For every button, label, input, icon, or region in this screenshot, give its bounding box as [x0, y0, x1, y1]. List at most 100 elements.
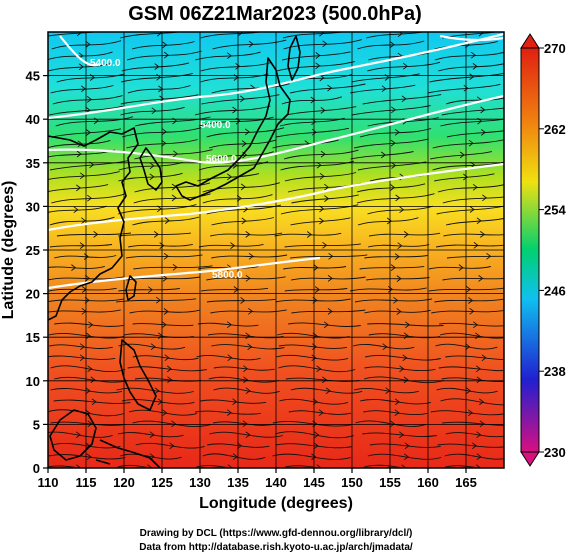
colorbar-tick-label: 238: [544, 364, 566, 379]
streamline-arrow: [403, 231, 409, 238]
streamline: [201, 287, 269, 292]
colorbar-ticks: 270 262 254 246 238 230: [539, 41, 566, 460]
streamline: [445, 355, 504, 360]
y-tick-label: 25: [26, 243, 40, 258]
streamline-arrow: [472, 183, 478, 191]
streamline-arrow: [243, 365, 249, 373]
streamline-arrow: [169, 442, 175, 450]
streamline: [53, 399, 131, 404]
streamline: [48, 431, 113, 438]
streamline: [352, 105, 431, 116]
credit-line-2: Data from http://database.rish.kyoto-u.a…: [139, 542, 413, 553]
streamline: [195, 410, 261, 415]
streamline: [213, 387, 280, 394]
streamline-arrow: [325, 387, 331, 395]
streamline: [429, 72, 504, 83]
streamline-arrow: [159, 95, 165, 103]
streamline: [290, 254, 368, 259]
streamline: [274, 232, 342, 237]
streamline: [445, 432, 504, 438]
streamline-arrow: [468, 139, 474, 147]
streamline: [368, 52, 430, 61]
credit-line-1: Drawing by DCL (https://www.gfd-dennou.o…: [140, 528, 413, 539]
streamline-arrow: [463, 173, 469, 181]
streamline: [446, 130, 504, 138]
streamline-arrow: [466, 285, 472, 293]
streamline-arrow: [479, 420, 485, 428]
x-tick-label: 140: [265, 475, 287, 490]
streamline-arrow: [147, 286, 153, 294]
streamline: [436, 387, 498, 394]
streamline-arrow: [389, 41, 395, 48]
x-tick-label: 155: [379, 475, 401, 490]
streamline: [351, 73, 420, 83]
streamline-arrow: [475, 365, 481, 373]
streamline: [290, 83, 366, 94]
streamline-arrow: [149, 173, 155, 181]
streamline: [350, 84, 416, 94]
streamline-arrow: [322, 241, 328, 249]
streamline-arrow: [327, 275, 333, 282]
streamline-arrow: [323, 321, 329, 329]
streamline: [48, 454, 126, 460]
streamline: [48, 184, 109, 193]
streamline-arrow: [83, 253, 89, 260]
streamline: [54, 376, 129, 383]
streamline-arrow: [171, 194, 177, 202]
streamline-arrow: [322, 40, 328, 48]
streamline: [197, 173, 260, 182]
streamline-arrow: [84, 274, 90, 282]
streamline-arrow: [311, 118, 317, 126]
streamline-arrow: [396, 308, 402, 315]
streamline-arrow: [81, 217, 87, 225]
streamline-arrow: [161, 321, 167, 329]
streamline-arrow: [380, 151, 386, 159]
streamline-arrow: [390, 264, 396, 271]
streamline: [126, 50, 202, 61]
streamline: [48, 265, 105, 269]
streamline-arrow: [232, 453, 238, 461]
streamline-arrow: [316, 365, 322, 373]
grid-lines: [48, 32, 504, 468]
streamline-arrow: [469, 307, 475, 315]
streamline-arrow: [80, 85, 86, 93]
streamline-arrow: [90, 376, 96, 384]
streamline: [363, 376, 444, 384]
streamline-arrow: [235, 62, 241, 70]
streamline: [438, 366, 504, 372]
streamline: [356, 183, 426, 193]
streamline: [442, 421, 504, 426]
streamline: [291, 309, 366, 314]
height-contour-north: [59, 34, 504, 67]
streamline-arrow: [76, 150, 82, 158]
streamline: [442, 277, 504, 281]
streamline-arrow: [478, 32, 484, 37]
streamline-arrow: [396, 275, 402, 282]
streamline: [120, 32, 182, 39]
streamline-arrow: [399, 206, 405, 214]
streamline: [442, 196, 504, 204]
streamline: [211, 83, 290, 94]
streamline-arrow: [402, 62, 408, 70]
streamline-arrow: [314, 286, 320, 293]
streamline-arrow: [482, 194, 488, 202]
streamline-arrow: [476, 217, 482, 225]
streamline-arrow: [481, 354, 487, 362]
contour-label: 5400.0: [90, 58, 121, 69]
streamline-arrow: [227, 354, 233, 362]
y-tick-label: 0: [33, 461, 40, 476]
streamline-arrow: [164, 217, 170, 224]
colorbar-min-arrow: [520, 451, 540, 467]
x-tick-label: 145: [303, 475, 325, 490]
streamline-arrow: [306, 231, 312, 238]
streamline-arrow: [151, 107, 157, 115]
streamline-arrow: [468, 297, 474, 304]
y-tick-label: 30: [26, 199, 40, 214]
streamline: [367, 453, 442, 460]
streamline: [201, 94, 280, 105]
streamline-arrow: [402, 354, 408, 362]
streamline: [359, 128, 432, 138]
x-tick-label: 115: [76, 475, 97, 490]
streamline: [55, 116, 134, 127]
streamline: [428, 266, 491, 270]
